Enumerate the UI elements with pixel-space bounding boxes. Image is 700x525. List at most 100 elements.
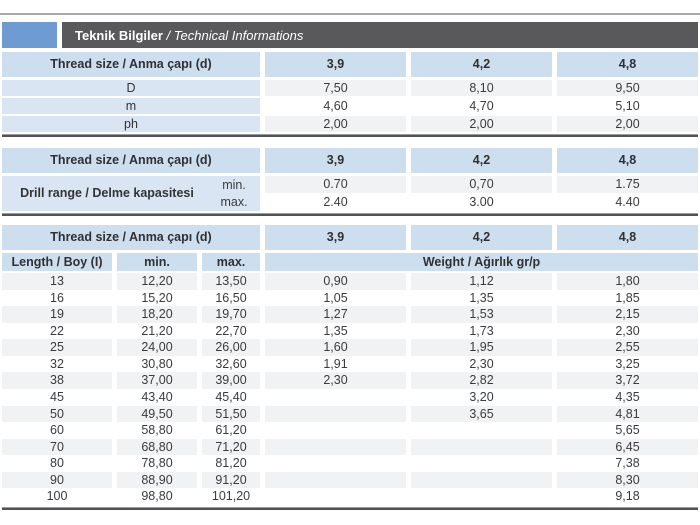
header-bar: Teknik Bilgiler / Technical Informations (2, 22, 698, 48)
max-value: 91,20 (202, 471, 260, 489)
min-value: 12,20 (117, 273, 197, 290)
length-value: 32 (2, 355, 112, 373)
length-value: 90 (2, 471, 112, 489)
weight-value: 1,91 (265, 355, 406, 373)
thread-size-4-2: 4,2 (411, 52, 552, 77)
min-column-header: min. (117, 253, 197, 271)
table-row: 38 37,00 39,00 2,30 2,82 3,72 (2, 372, 698, 389)
min-value: 49,50 (117, 405, 197, 423)
table-row: 32 30,80 32,60 1,91 2,30 3,25 (2, 355, 698, 373)
weight-value: 2,55 (557, 339, 698, 356)
weight-value: 1,73 (411, 322, 552, 340)
thread-size-header-label: Thread size / Anma çapı (d) (2, 148, 260, 173)
weight-value: 1,12 (411, 273, 552, 290)
length-value: 60 (2, 422, 112, 439)
thread-size-3-9: 3,9 (265, 52, 406, 77)
weight-value (265, 471, 406, 489)
dimension-value: 2,00 (265, 116, 406, 132)
thread-size-header-label: Thread size / Anma çapı (d) (2, 52, 260, 77)
dimensions-table-body: D 7,50 8,10 9,50 m 4,60 4,70 5,10 ph 2,00 2,00 2,00 (2, 80, 698, 132)
weight-value: 1,80 (557, 273, 698, 290)
length-value: 25 (2, 339, 112, 356)
table-row: m 4,60 4,70 5,10 (2, 98, 698, 114)
weight-value: 2,30 (557, 322, 698, 340)
weight-value: 2,30 (411, 355, 552, 373)
dimension-value: 2,00 (411, 116, 552, 132)
table-row: 22 21,20 22,70 1,35 1,73 2,30 (2, 322, 698, 340)
drill-range-body: Drill range / Delme kapasitesi min. max.… (2, 176, 698, 211)
max-value: 32,60 (202, 355, 260, 373)
dimensions-table: Thread size / Anma çapı (d) 3,9 4,2 4,8 … (2, 52, 698, 137)
length-value: 70 (2, 438, 112, 456)
title-separator: / (162, 27, 174, 43)
max-value: 61,20 (202, 422, 260, 439)
dimension-label: m (2, 98, 260, 114)
max-value: 19,70 (202, 306, 260, 323)
weight-value: 1,35 (411, 289, 552, 307)
max-value: 51,50 (202, 405, 260, 423)
min-value: 21,20 (117, 322, 197, 340)
dimension-value: 5,10 (557, 98, 698, 114)
min-value: 68,80 (117, 438, 197, 456)
min-value: 98,80 (117, 488, 197, 505)
weight-value: 0,90 (265, 273, 406, 290)
length-value: 16 (2, 289, 112, 307)
length-value: 13 (2, 273, 112, 290)
max-value: 45,40 (202, 388, 260, 406)
min-value: 30,80 (117, 355, 197, 373)
max-value: 22,70 (202, 322, 260, 340)
min-value: 37,00 (117, 372, 197, 389)
table-row: D 7,50 8,10 9,50 (2, 80, 698, 96)
max-value: 13,50 (202, 273, 260, 290)
drill-min-value: 0.70 (265, 176, 406, 193)
thread-size-4-8: 4,8 (557, 52, 698, 77)
weight-value: 3,25 (557, 355, 698, 373)
thread-size-3-9: 3,9 (265, 225, 406, 250)
weight-value: 1,05 (265, 289, 406, 307)
weight-value (411, 422, 552, 439)
dimension-value: 9,50 (557, 80, 698, 96)
length-column-header: Length / Boy (I) (2, 253, 112, 271)
weight-value (265, 405, 406, 423)
table-bottom-rule (2, 134, 698, 137)
table-row: ph 2,00 2,00 2,00 (2, 116, 698, 132)
drill-range-minmax-labels: min. max. (212, 177, 260, 211)
table-row: 45 43,40 45,40 3,20 4,35 (2, 388, 698, 406)
weight-value (265, 388, 406, 406)
weight-value (411, 455, 552, 472)
drill-min-value: 1.75 (557, 176, 698, 193)
weight-value: 6,45 (557, 438, 698, 456)
weight-value: 1,95 (411, 339, 552, 356)
table-row: 90 88,90 91,20 8,30 (2, 471, 698, 489)
dimension-label: ph (2, 116, 260, 132)
length-weight-table-header: Thread size / Anma çapı (d) 3,9 4,2 4,8 (2, 225, 698, 250)
weight-value: 3,20 (411, 388, 552, 406)
weight-value (411, 471, 552, 489)
weight-column-header: Weight / Ağırlık gr/p (265, 253, 698, 271)
min-value: 78,80 (117, 455, 197, 472)
table-row: 50 49,50 51,50 3,65 4,81 (2, 405, 698, 423)
min-value: 58,80 (117, 422, 197, 439)
drill-range-label: Drill range / Delme kapasitesi (20, 186, 194, 200)
weight-value: 3,72 (557, 372, 698, 389)
weight-value: 7,38 (557, 455, 698, 472)
max-column-header: max. (202, 253, 260, 271)
weight-value: 4,81 (557, 405, 698, 423)
dimension-value: 2,00 (557, 116, 698, 132)
section-title-turkish: Teknik Bilgiler (75, 27, 163, 43)
length-value: 22 (2, 322, 112, 340)
min-value: 15,20 (117, 289, 197, 307)
top-divider (0, 13, 700, 15)
thread-size-3-9: 3,9 (265, 148, 406, 173)
length-weight-table: Thread size / Anma çapı (d) 3,9 4,2 4,8 … (2, 225, 698, 510)
weight-value: 1,60 (265, 339, 406, 356)
max-value: 101,20 (202, 488, 260, 505)
table-row: 80 78,80 81,20 7,38 (2, 455, 698, 472)
max-value: 26,00 (202, 339, 260, 356)
min-value: 18,20 (117, 306, 197, 323)
table-row: 16 15,20 16,50 1,05 1,35 1,85 (2, 289, 698, 307)
thread-size-4-8: 4,8 (557, 225, 698, 250)
drill-range-table-header: Thread size / Anma çapı (d) 3,9 4,2 4,8 (2, 148, 698, 173)
weight-value: 1,27 (265, 306, 406, 323)
thread-size-4-2: 4,2 (411, 148, 552, 173)
